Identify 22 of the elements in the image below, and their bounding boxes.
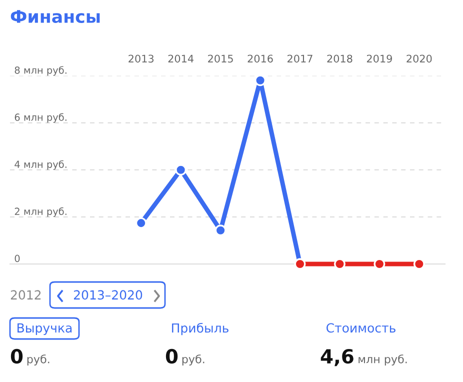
y-tick-label: 6 млн руб.	[14, 113, 66, 123]
y-tick-label: 0	[14, 254, 20, 262]
text: 2012	[10, 290, 41, 300]
x-tick-label: 2020	[406, 54, 432, 63]
text: 0 руб.	[166, 348, 204, 366]
y-tick-label: 2 млн руб.	[14, 207, 66, 217]
chart-title: Финансы	[10, 10, 100, 24]
x-tick-label: 2017	[288, 54, 312, 63]
text: Прибыль	[172, 322, 228, 336]
x-tick-label: 2018	[327, 54, 352, 63]
x-tick-label: 2016	[248, 54, 273, 63]
y-tick-label: 8 млн руб.	[14, 66, 66, 76]
x-tick-label: 2014	[168, 54, 194, 63]
x-tick-label: 2013	[128, 54, 154, 63]
y-tick-label: 4 млн руб.	[14, 160, 66, 170]
text: Выручка	[18, 323, 72, 336]
x-tick-label: 2015	[208, 54, 233, 63]
text: 4,6 млн руб.	[320, 348, 407, 366]
text: Стоимость	[326, 323, 396, 333]
text: 2013–2020	[74, 290, 142, 300]
x-tick-label: 2019	[366, 54, 392, 63]
text: 0 руб.	[10, 348, 50, 366]
